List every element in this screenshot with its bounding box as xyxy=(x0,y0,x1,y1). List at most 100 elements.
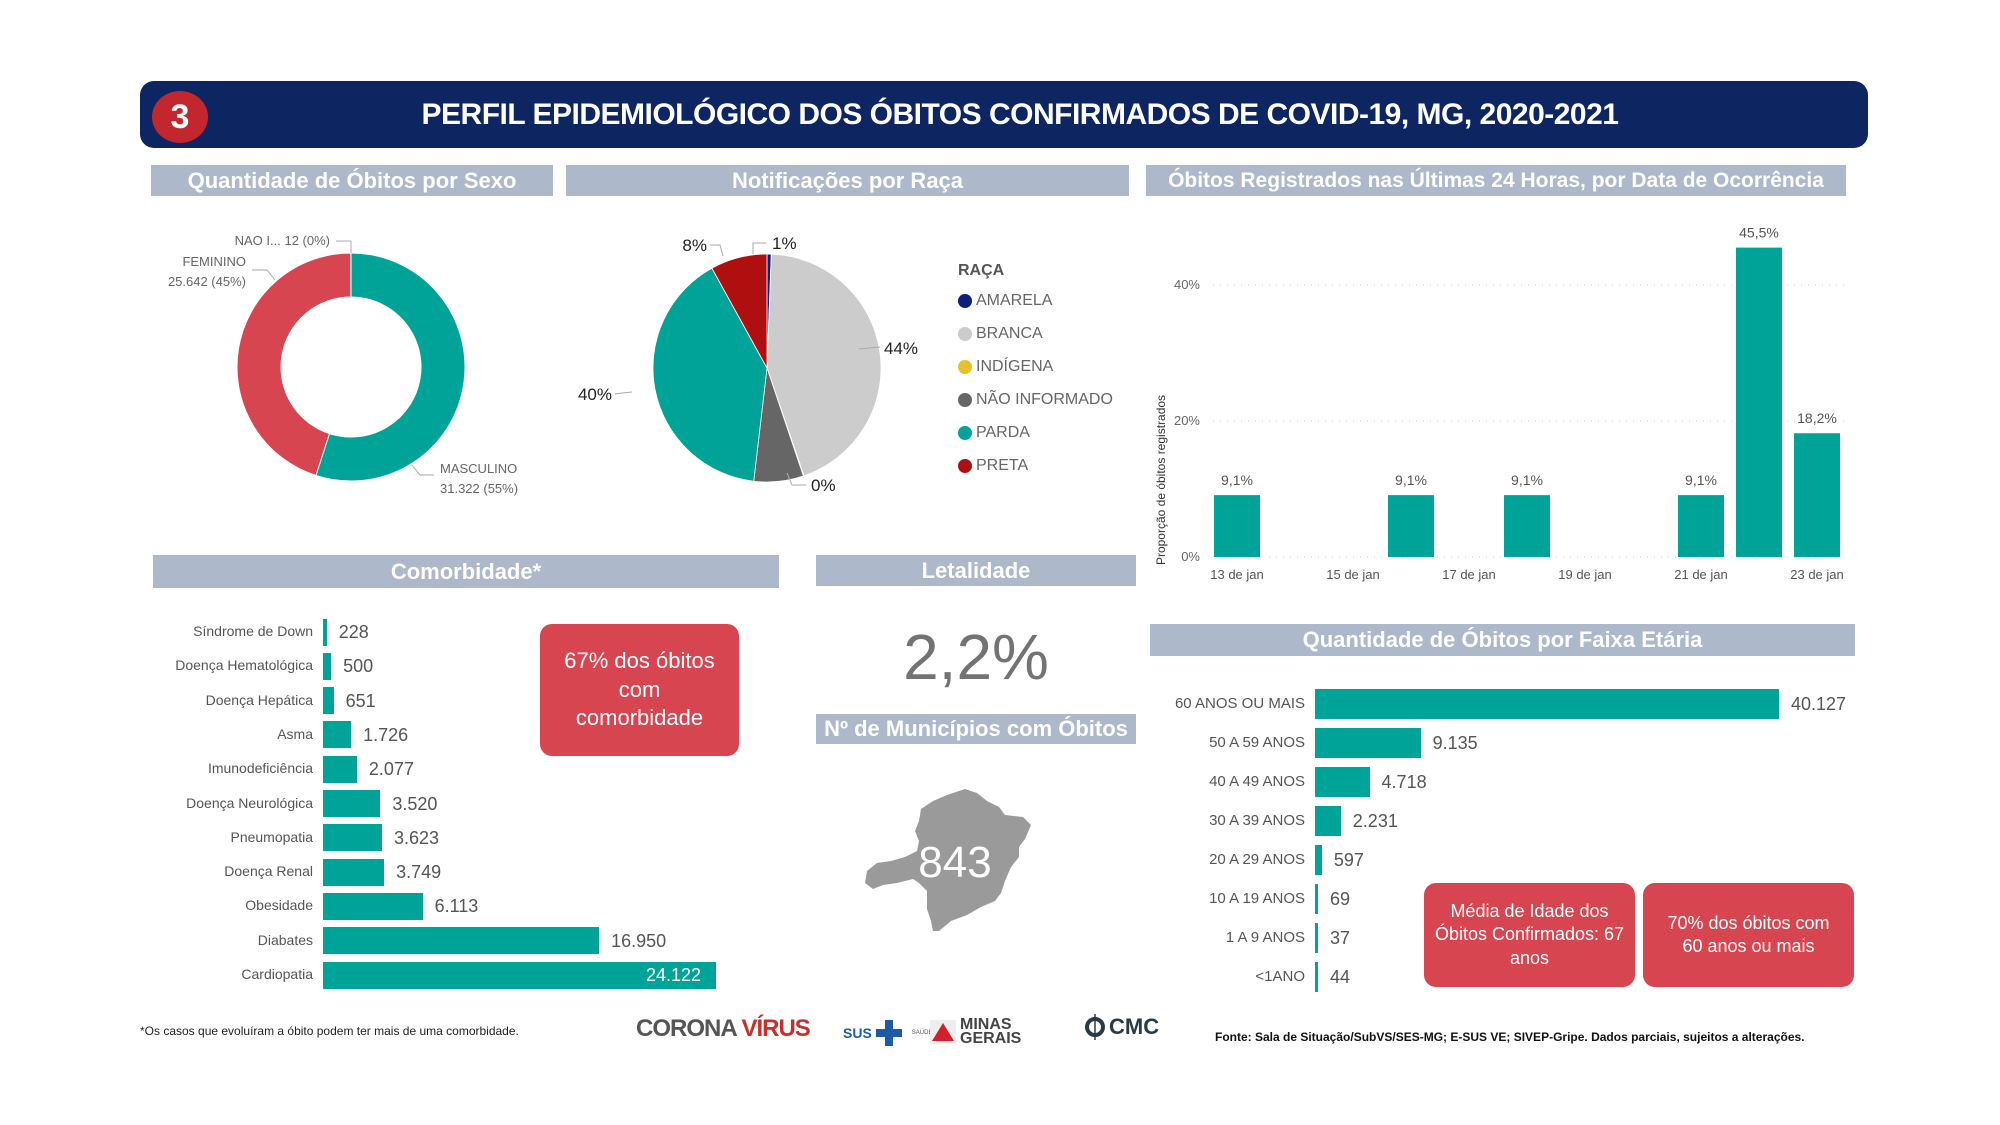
letalidade-value: 2,2% xyxy=(903,621,1049,693)
category-label: Obesidade xyxy=(245,897,313,914)
bar-10-a-19-anos xyxy=(1315,884,1318,914)
bar-value-label: 500 xyxy=(343,656,374,677)
legend-item-preta[interactable]: PRETA xyxy=(958,455,1113,476)
logo-sus: SUS SAÚDE xyxy=(843,1020,932,1046)
legend-title: RAÇA xyxy=(958,262,1005,279)
legend-item-indigena[interactable]: INDÍGENA xyxy=(958,356,1113,377)
legend-label: BRANCA xyxy=(976,324,1043,342)
bar-value-label: 3.623 xyxy=(394,827,440,848)
category-label: 1 A 9 ANOS xyxy=(1225,929,1305,946)
label-feminino: FEMININO 25.642 (45%) xyxy=(168,254,276,289)
legend-item-branca[interactable]: BRANCA xyxy=(958,323,1113,344)
municipios-value: 843 xyxy=(918,838,992,887)
legend-item-parda[interactable]: PARDA xyxy=(958,422,1113,443)
category-label: 10 A 19 ANOS xyxy=(1209,890,1305,907)
bar-value-label: 40.127 xyxy=(1791,694,1847,714)
bar-value-label: 3.749 xyxy=(396,862,442,883)
category-label: 60 ANOS OU MAIS xyxy=(1174,695,1305,712)
slice-value-feminino: 25.642 (45%) xyxy=(168,274,246,289)
legend-item-amarela[interactable]: AMARELA xyxy=(958,290,1113,311)
category-label: Imunodeficiência xyxy=(207,760,313,777)
slice-label-parda: 40% xyxy=(578,385,612,404)
bar-value-label: 44 xyxy=(1330,967,1351,987)
leader-branca xyxy=(858,346,881,350)
bar-value-label: 69 xyxy=(1330,889,1351,909)
legend-dot-icon xyxy=(958,425,972,440)
bar-doenca-hematologica xyxy=(323,652,332,680)
leader-nao-informado xyxy=(786,472,806,486)
legend-label: PRETA xyxy=(976,456,1029,474)
leader-parda xyxy=(614,391,633,395)
x-tick-label: 23 de jan xyxy=(1790,567,1844,582)
source-note: Fonte: Sala de Situação/SubVS/SES-MG; E-… xyxy=(1215,1030,1805,1044)
bar-value-label: 24.122 xyxy=(646,965,702,985)
label-nao-informado: NAO I... 12 (0%) xyxy=(235,233,352,253)
cmc-emblem-icon xyxy=(1085,1014,1105,1040)
category-label: Doença Hematológica xyxy=(175,657,313,674)
bar-data-label: 9,1% xyxy=(1511,472,1543,488)
bar-40-a-49-anos xyxy=(1315,767,1370,797)
section-header-faixa: Quantidade de Óbitos por Faixa Etária xyxy=(1150,624,1855,656)
bar-1-a-9-anos xyxy=(1315,923,1318,953)
section-header-raca: Notificações por Raça xyxy=(566,165,1129,196)
logo-gerais-text: GERAIS xyxy=(960,1030,1022,1047)
logo-sus-text: SUS xyxy=(843,1025,872,1041)
bar-value-label: 2.077 xyxy=(368,759,414,780)
bar-data-label: 9,1% xyxy=(1685,472,1717,488)
bar-value-label: 597 xyxy=(1333,850,1364,870)
bar-pneumopatia xyxy=(323,824,383,852)
bar-50-a-59-anos xyxy=(1315,728,1421,758)
bar-value-label: 6.113 xyxy=(434,896,479,917)
category-label: 20 A 29 ANOS xyxy=(1209,851,1305,868)
bar-22-de-jan xyxy=(1736,247,1782,557)
section-header-comorbidade: Comorbidade* xyxy=(153,555,779,588)
y-tick-label: 20% xyxy=(1174,413,1200,428)
category-label: Asma xyxy=(277,725,313,742)
legend-raca: RAÇA AMARELA BRANCA INDÍGENA NÃO INFORMADO P… xyxy=(958,262,1113,488)
bar-asma xyxy=(323,721,352,749)
callout-sessenta-mais: 70% dos óbitos com 60 anos ou mais xyxy=(1643,883,1854,987)
slice-label-branca: 44% xyxy=(884,339,918,358)
bar-20-a-29-anos xyxy=(1315,845,1322,875)
minas-gerais-map-icon xyxy=(865,789,1031,931)
bar-16-de-jan xyxy=(1388,495,1434,557)
donut-slice-feminino xyxy=(236,252,352,477)
pie-chart-raca: 8% 1% 44% 40% 0% xyxy=(578,234,918,495)
logo-corona-text: CORONA xyxy=(636,1015,737,1042)
slice-label-nao-informado: 0% xyxy=(811,476,836,495)
pie-slice-parda xyxy=(652,267,768,482)
callout-media-idade: Média de Idade dos Óbitos Confirmados: 6… xyxy=(1424,883,1635,987)
bar-data-label: 45,5% xyxy=(1739,225,1779,241)
category-label: Doença Renal xyxy=(224,863,313,880)
bar-obesidade xyxy=(323,892,423,920)
bar-chart-faixa: 60 ANOS OU MAIS 40.127 50 A 59 ANOS 9.135 40… xyxy=(1150,680,1870,1000)
donut-slice-masculino xyxy=(315,252,466,482)
x-tick-label: 15 de jan xyxy=(1326,567,1380,582)
slice-label-feminino: FEMININO xyxy=(182,254,246,269)
logo-virus-text: VÍRUS xyxy=(741,1015,810,1042)
legend-label: PARDA xyxy=(976,423,1030,441)
category-label: Cardiopatia xyxy=(241,966,313,982)
section-header-sexo: Quantidade de Óbitos por Sexo xyxy=(151,165,553,196)
bar-60-anos-ou-mais xyxy=(1315,689,1779,719)
section-header-municipios: Nº de Municípios com Óbitos xyxy=(816,714,1136,744)
legend-item-nao-informado[interactable]: NÃO INFORMADO xyxy=(958,389,1113,410)
footnote: *Os casos que evoluíram a óbito podem te… xyxy=(140,1024,519,1038)
page-title: PERFIL EPIDEMIOLÓGICO DOS ÓBITOS CONFIRM… xyxy=(421,97,1619,131)
section-number-badge: 3 xyxy=(152,91,208,143)
callout-comorbidade: 67% dos óbitos com comorbidade xyxy=(540,624,739,756)
bar-value-label: 1.726 xyxy=(363,724,409,745)
bar-21-de-jan xyxy=(1678,495,1724,557)
bar-30-a-39-anos xyxy=(1315,806,1341,836)
sus-cross-icon xyxy=(875,1020,902,1046)
legend-label: NÃO INFORMADO xyxy=(976,390,1113,408)
logo-saude-text: SAÚDE xyxy=(911,1030,933,1036)
bar-chart-ultimas24h: 0% 20% 40% 9,1% 13 de jan 15 de jan 9,1% 17 de… xyxy=(1154,225,1845,582)
leader-preta xyxy=(710,244,724,257)
legend-dot-icon xyxy=(958,458,972,473)
minas-triangle-icon xyxy=(930,1020,956,1044)
bar-value-label: 16.950 xyxy=(611,930,667,951)
bar-value-label: 2.231 xyxy=(1352,811,1398,831)
logo-minas-gerais: MINAS GERAIS xyxy=(930,1017,1022,1047)
bar-diabates xyxy=(323,927,600,955)
